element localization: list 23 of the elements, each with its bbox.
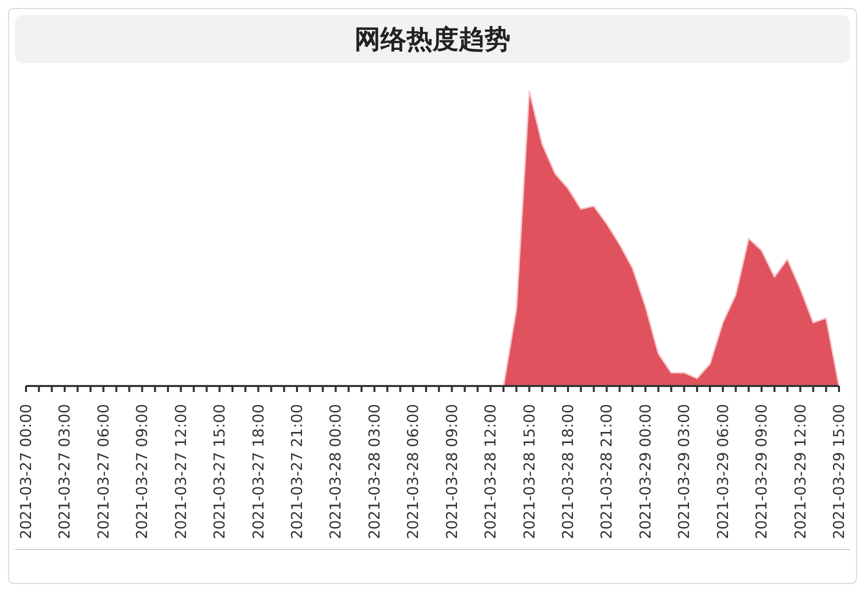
x-tick-label: 2021-03-29 03:00 — [675, 404, 694, 540]
x-tick-label: 2021-03-27 06:00 — [94, 404, 112, 540]
x-tick-label: 2021-03-28 03:00 — [365, 404, 384, 540]
chart-title: 网络热度趋势 — [15, 15, 850, 63]
x-tick-label: 2021-03-27 00:00 — [17, 404, 35, 540]
x-tick-label: 2021-03-28 18:00 — [559, 404, 577, 540]
x-tick-label: 2021-03-29 09:00 — [752, 404, 771, 540]
x-tick-label: 2021-03-27 09:00 — [133, 404, 152, 540]
x-tick-label: 2021-03-28 21:00 — [598, 404, 616, 540]
x-tick-label: 2021-03-28 00:00 — [326, 404, 345, 540]
x-tick-label: 2021-03-28 06:00 — [404, 404, 422, 540]
x-tick-label: 2021-03-29 06:00 — [714, 404, 732, 540]
x-tick-label: 2021-03-29 15:00 — [830, 404, 848, 540]
x-tick-label: 2021-03-28 09:00 — [442, 404, 461, 540]
x-tick-label: 2021-03-27 12:00 — [172, 404, 190, 540]
x-tick-label: 2021-03-29 12:00 — [791, 404, 810, 540]
x-tick-label: 2021-03-27 21:00 — [288, 404, 306, 540]
x-tick-label: 2021-03-27 15:00 — [210, 404, 229, 540]
x-tick-label: 2021-03-28 15:00 — [520, 404, 538, 540]
x-tick-label: 2021-03-27 03:00 — [56, 404, 74, 540]
x-tick-label: 2021-03-29 00:00 — [636, 404, 654, 540]
x-tick-label: 2021-03-27 18:00 — [249, 404, 268, 540]
x-tick-label: 2021-03-28 12:00 — [482, 404, 500, 540]
